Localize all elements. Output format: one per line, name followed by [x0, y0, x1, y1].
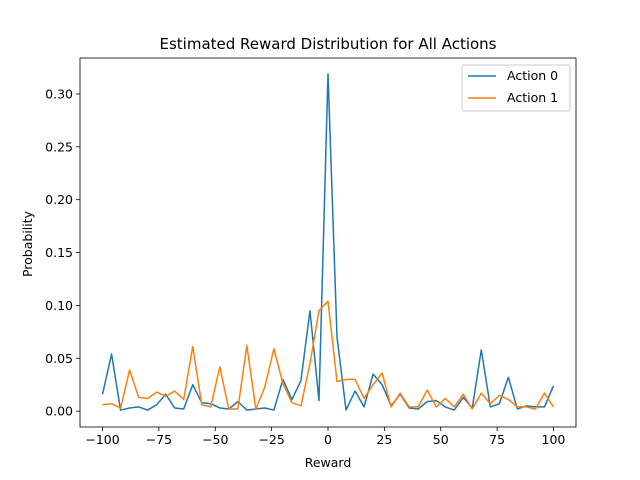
y-axis-ticks: 0.00 0.05 0.10 0.15 0.20 0.25 0.30: [45, 86, 80, 419]
legend: Action 0 Action 1: [461, 64, 571, 112]
series-line-action-1: [102, 300, 555, 410]
series-layer: [101, 73, 555, 411]
y-tick-label: 0.30: [45, 86, 73, 101]
y-tick-label: 0.05: [45, 351, 73, 366]
y-tick-label: 0.25: [45, 139, 73, 154]
x-axis-ticks: −100 −75 −50 −25 0 25 50 75 100: [85, 427, 565, 447]
x-tick-label: −25: [258, 432, 284, 447]
x-tick-label: 50: [433, 432, 449, 447]
y-tick-label: 0.00: [45, 404, 73, 419]
x-tick-label: −50: [202, 432, 228, 447]
x-tick-label: 0: [324, 432, 332, 447]
x-tick-label: 100: [542, 432, 566, 447]
y-axis-label: Probability: [20, 210, 35, 277]
x-axis-label: Reward: [305, 455, 352, 470]
y-tick-label: 0.15: [45, 245, 73, 260]
x-tick-label: −75: [146, 432, 172, 447]
legend-label-action-0: Action 0: [507, 68, 558, 83]
x-tick-label: 25: [376, 432, 392, 447]
x-tick-label: −100: [85, 432, 119, 447]
y-tick-label: 0.10: [45, 298, 73, 313]
chart-title: Estimated Reward Distribution for All Ac…: [159, 35, 496, 53]
x-tick-label: 75: [489, 432, 505, 447]
y-tick-label: 0.20: [45, 192, 73, 207]
legend-label-action-1: Action 1: [507, 90, 558, 105]
series-line-action-0: [101, 73, 555, 411]
